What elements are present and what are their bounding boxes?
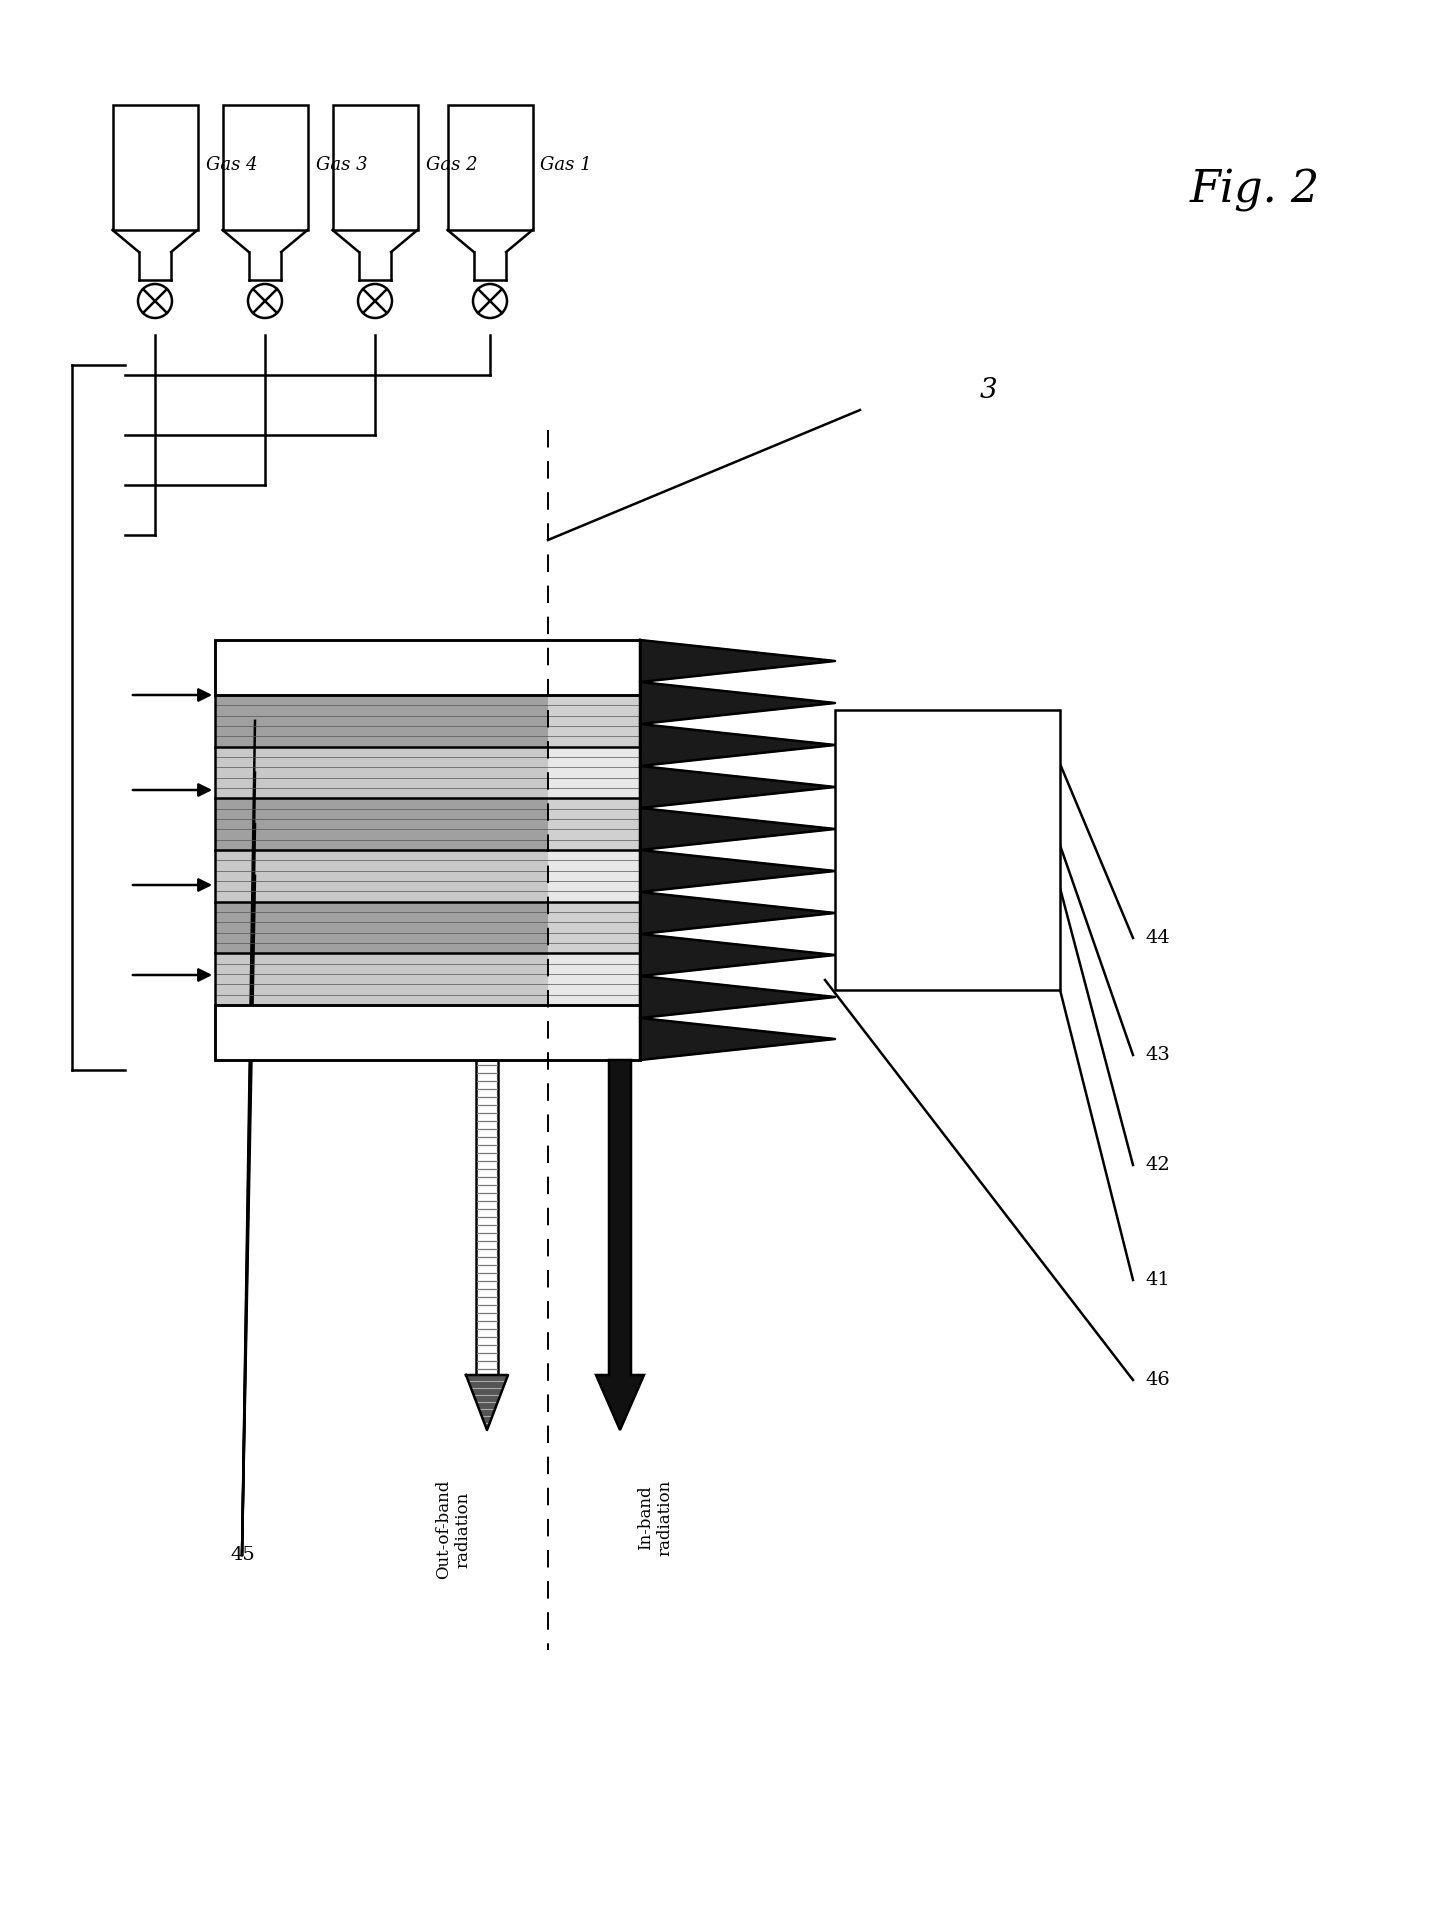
Text: 3: 3 — [981, 377, 998, 403]
Text: Gas 3: Gas 3 — [316, 157, 367, 174]
FancyArrow shape — [597, 1059, 645, 1430]
Bar — [223, 105, 307, 229]
Bar — [215, 1006, 640, 1059]
Bar — [549, 748, 640, 799]
Text: Gas 1: Gas 1 — [540, 157, 592, 174]
Text: 43: 43 — [1145, 1046, 1170, 1063]
Bar — [215, 748, 549, 799]
Bar — [215, 954, 549, 1006]
Text: 44: 44 — [1145, 929, 1170, 946]
Bar — [215, 851, 549, 902]
Bar — [549, 954, 640, 1006]
Bar — [215, 641, 640, 694]
Polygon shape — [640, 641, 835, 1059]
Polygon shape — [466, 1375, 508, 1430]
Bar — [112, 105, 198, 229]
Text: 45: 45 — [230, 1547, 255, 1564]
Text: 46: 46 — [1145, 1371, 1170, 1388]
Bar — [549, 902, 640, 954]
Bar — [333, 105, 418, 229]
Text: Gas 2: Gas 2 — [425, 157, 477, 174]
Bar — [215, 799, 549, 851]
Bar — [215, 641, 640, 1059]
Bar — [215, 902, 549, 954]
Bar — [549, 851, 640, 902]
Bar — [549, 799, 640, 851]
Bar — [835, 709, 1061, 990]
Text: Out-of-band
radiation: Out-of-band radiation — [435, 1480, 471, 1579]
Bar — [549, 694, 640, 748]
Text: In-band
radiation: In-band radiation — [637, 1480, 674, 1556]
Text: Gas 4: Gas 4 — [205, 157, 258, 174]
Bar — [448, 105, 533, 229]
Text: Fig. 2: Fig. 2 — [1190, 168, 1320, 212]
Bar — [215, 694, 549, 748]
Text: 41: 41 — [1145, 1271, 1170, 1289]
Text: 42: 42 — [1145, 1157, 1170, 1174]
